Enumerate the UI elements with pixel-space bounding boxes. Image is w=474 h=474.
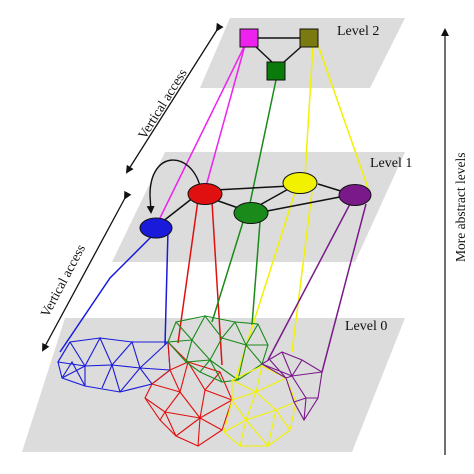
vertical-access-lower-arrow [42, 190, 132, 352]
link-purple-down [267, 203, 351, 361]
level2-label: Level 2 [337, 24, 379, 39]
link-blue-down-2 [164, 229, 169, 346]
link-magenta-to-red [204, 44, 246, 191]
vertical-access-upper-arrow [125, 22, 224, 174]
node-blue [139, 217, 173, 239]
link-magenta-to-blue [157, 46, 245, 223]
more-abstract-label: More abstract levels [453, 153, 468, 262]
level1-label: Level 1 [370, 156, 412, 171]
link-green-to-green [248, 79, 277, 209]
level2-edges [254, 37, 303, 63]
level0-label: Level 0 [345, 319, 387, 334]
node-green [233, 202, 269, 224]
purple-mesh [260, 351, 323, 422]
node-green-square [266, 61, 286, 81]
link-green-down [211, 221, 244, 323]
node-yellow [282, 172, 318, 194]
link-red-down-2 [211, 201, 223, 366]
link-red-down [177, 199, 199, 344]
curved-arrow-red-to-blue [146, 159, 201, 214]
link-blue-down [59, 231, 157, 353]
link-green-down-2 [251, 221, 261, 326]
link-olive-to-yellow [304, 44, 314, 177]
node-magenta-square [239, 28, 259, 48]
link-purple-down-2 [321, 203, 367, 373]
link-yellow-down-2 [291, 191, 313, 353]
node-purple [338, 184, 372, 206]
node-red [187, 183, 223, 205]
level0-plane [22, 318, 405, 452]
yellow-mesh [223, 365, 297, 448]
node-olive-square [299, 28, 319, 48]
vertical-access-upper-label: Vertical access [135, 66, 190, 142]
link-olive-to-purple [317, 44, 369, 189]
green-mesh [167, 314, 269, 383]
